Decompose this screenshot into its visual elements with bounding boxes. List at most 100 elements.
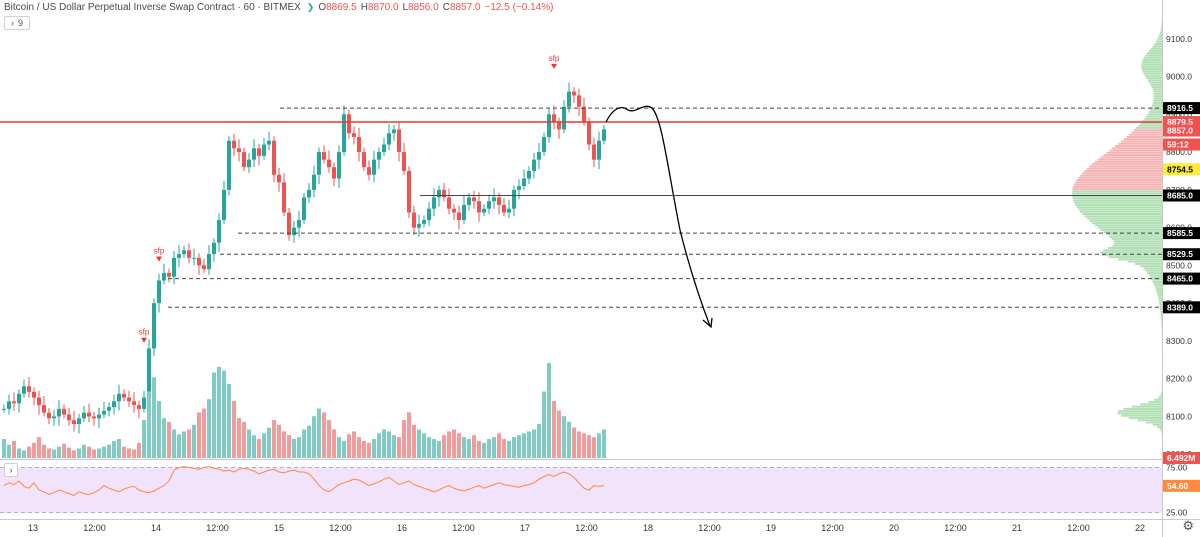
volume-bar — [402, 420, 406, 458]
volume-profile-bar — [1078, 208, 1162, 211]
price-badge — [1163, 102, 1200, 115]
volume-bar — [447, 431, 451, 458]
volume-bar — [547, 363, 551, 458]
volume-profile-bar — [1094, 160, 1162, 163]
volume-profile-bar — [1100, 156, 1162, 159]
volume-profile-bar — [1144, 117, 1162, 120]
indicators-toggle-button[interactable]: › 9 — [4, 16, 30, 30]
volume-bar — [212, 372, 216, 458]
volume-bar — [407, 412, 411, 458]
candle-body — [332, 167, 336, 179]
volume-profile-bar — [1142, 70, 1162, 73]
candle-body — [457, 212, 461, 221]
candle-body — [322, 152, 326, 160]
candle-body — [312, 174, 316, 190]
time-tick-label: 12:00 — [944, 523, 967, 533]
price-badge-label: 8916.5 — [1167, 103, 1193, 113]
volume-profile-bar — [1140, 403, 1162, 406]
candle-body — [47, 412, 51, 419]
price-badge-label: 8585.5 — [1167, 228, 1193, 238]
rsi-badge — [1163, 479, 1200, 492]
candle-body — [462, 204, 466, 221]
volume-bar — [517, 435, 521, 458]
volume-profile-bar — [1147, 113, 1162, 116]
candle-body — [472, 197, 476, 202]
volume-bar — [122, 446, 126, 458]
volume-profile-bar — [1159, 301, 1162, 304]
sfp-label: sfp — [139, 328, 150, 337]
volume-profile-bar — [1092, 163, 1162, 166]
volume-profile-bar — [1148, 111, 1162, 114]
candle-body — [257, 148, 261, 156]
sfp-marker-icon — [141, 337, 147, 343]
volume-profile-bar — [1161, 430, 1162, 433]
candle-body — [247, 159, 251, 168]
volume-profile-bar — [1137, 419, 1162, 422]
candle-body — [592, 144, 596, 160]
candle-body — [7, 401, 11, 409]
volume-profile-bar — [1157, 426, 1162, 429]
volume-bar — [177, 434, 181, 458]
candle-body — [92, 416, 96, 419]
candle-body — [17, 393, 21, 404]
indicators-count: 9 — [17, 18, 23, 28]
candle-body — [347, 114, 351, 134]
time-tick-label: 12:00 — [452, 523, 475, 533]
volume-profile-bar — [1151, 106, 1162, 109]
volume-profile-bar — [1126, 135, 1162, 138]
volume-profile-bar — [1073, 199, 1162, 202]
candle-body — [317, 152, 321, 175]
candle-body — [482, 208, 486, 213]
volume-profile-bar — [1089, 219, 1162, 222]
price-badge-label: 8879.5 — [1167, 117, 1193, 127]
price-tick-label: 8900.0 — [1166, 109, 1192, 119]
price-badge-label: 8685.0 — [1167, 191, 1193, 201]
volume-profile-bar — [1145, 54, 1162, 57]
candle-body — [422, 220, 426, 224]
volume-bar — [182, 431, 186, 458]
volume-profile-bar — [1159, 305, 1162, 308]
volume-bar — [207, 399, 211, 458]
volume-profile-bar — [1080, 210, 1162, 213]
volume-bar — [487, 439, 491, 458]
candle-body — [147, 348, 151, 398]
volume-bar — [167, 421, 171, 458]
volume-profile-bar — [1075, 203, 1162, 206]
candle-body — [417, 223, 421, 228]
candle-body — [577, 95, 581, 107]
candle-body — [217, 220, 221, 243]
candle-body — [412, 212, 416, 228]
time-tick-label: 22 — [1135, 523, 1145, 533]
volume-profile-bar — [1118, 142, 1162, 145]
volume-profile-bar — [1160, 314, 1162, 317]
candle-body — [297, 220, 301, 228]
rsi-toggle-button[interactable]: › — [4, 463, 18, 477]
volume-profile-bar — [1078, 176, 1162, 179]
candle-body — [522, 178, 526, 187]
volume-bar — [367, 442, 371, 458]
candle-body — [287, 212, 291, 236]
volume-profile-bar — [1144, 74, 1162, 77]
volume-bar — [387, 431, 391, 458]
candle-body — [432, 197, 436, 209]
price-tick-label: 9100.0 — [1166, 34, 1192, 44]
volume-bar — [137, 442, 141, 458]
volume-profile-bar — [1103, 249, 1162, 252]
candle-body — [242, 152, 246, 168]
volume-profile-bar — [1129, 133, 1162, 136]
volume-bar — [577, 431, 581, 458]
volume-bar — [237, 418, 241, 458]
volume-profile-bar — [1082, 172, 1162, 175]
candle-body — [467, 197, 471, 205]
candle-body — [252, 148, 256, 160]
volume-profile-bar — [1109, 149, 1162, 152]
rsi-band — [0, 467, 1162, 513]
price-tick-label: 8800.0 — [1166, 147, 1192, 157]
volume-profile-bar — [1074, 183, 1162, 186]
expand-icon[interactable]: ❯ — [306, 2, 315, 12]
candle-body — [82, 412, 86, 419]
gear-icon[interactable]: ⚙ — [1182, 518, 1194, 533]
volume-profile-bar — [1100, 228, 1162, 231]
volume-bar — [432, 439, 436, 458]
